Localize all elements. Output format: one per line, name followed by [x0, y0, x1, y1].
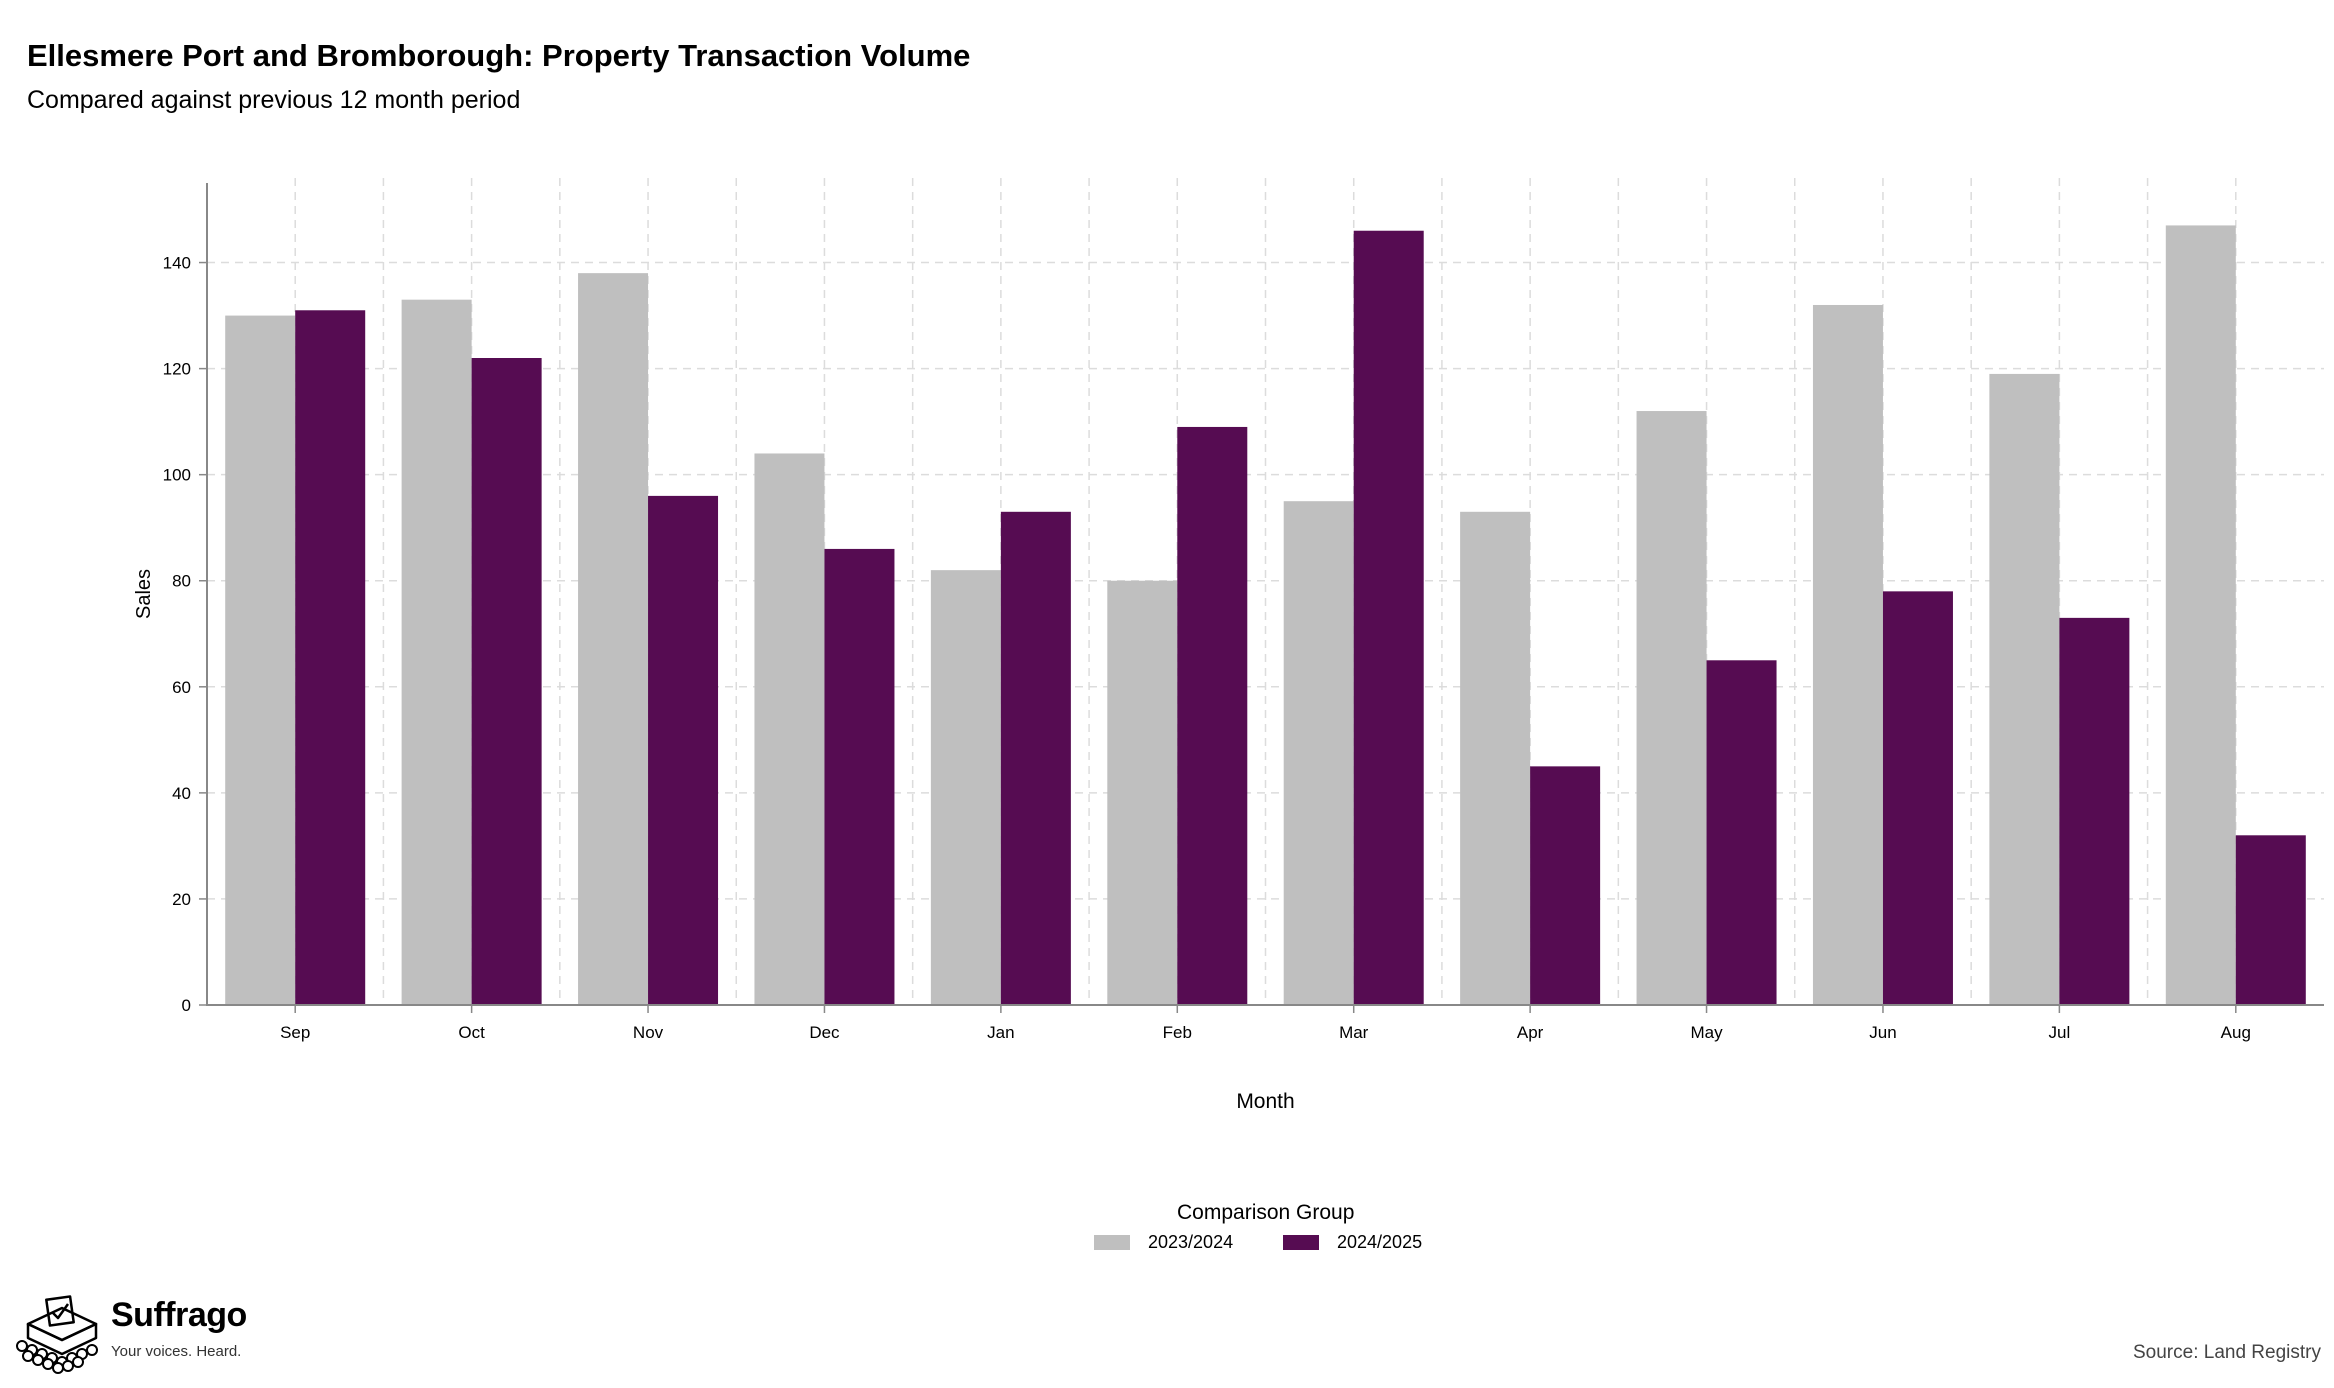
y-tick-label: 80: [172, 572, 191, 591]
bar-2024-2025-apr: [1530, 766, 1601, 1005]
x-axis-title: Month: [1236, 1090, 1294, 1113]
x-tick-label: Feb: [1163, 1023, 1192, 1042]
x-tick-label: May: [1690, 1023, 1723, 1042]
bar-2024-2025-mar: [1353, 230, 1424, 1006]
legend-item-2024-2025: 2024/2025: [1283, 1232, 1422, 1253]
legend-title: Comparison Group: [1177, 1201, 1355, 1224]
x-tick-label: Sep: [280, 1023, 310, 1042]
legend-swatch-2024-2025: [1283, 1235, 1319, 1250]
bar-2023-2024-jun: [1812, 304, 1883, 1005]
x-tick-label: Nov: [633, 1023, 664, 1042]
bar-2023-2024-dec: [754, 453, 825, 1006]
bar-2024-2025-dec: [824, 548, 895, 1005]
x-tick-label: Jan: [987, 1023, 1014, 1042]
x-tick-label: Jun: [1869, 1023, 1896, 1042]
bars: [225, 225, 2306, 1006]
bar-2023-2024-jul: [1989, 373, 2060, 1005]
x-tick-label: Mar: [1339, 1023, 1369, 1042]
x-tick-label: Jul: [2049, 1023, 2071, 1042]
legend-item-2023-2024: 2023/2024: [1094, 1232, 1233, 1253]
bar-2023-2024-nov: [578, 273, 649, 1005]
bar-2023-2024-may: [1636, 411, 1707, 1005]
bar-2024-2025-jul: [2059, 617, 2130, 1005]
x-tick-label: Dec: [809, 1023, 840, 1042]
chart-subtitle: Compared against previous 12 month perio…: [27, 86, 521, 114]
bar-2023-2024-oct: [401, 299, 472, 1005]
y-tick-label: 100: [163, 466, 191, 485]
bar-2024-2025-feb: [1177, 426, 1248, 1006]
brand-name: Suffrago: [111, 1296, 247, 1334]
bar-2024-2025-jun: [1882, 591, 1953, 1005]
bar-2023-2024-feb: [1107, 580, 1178, 1005]
bar-2023-2024-apr: [1460, 511, 1531, 1005]
y-tick-label: 120: [163, 360, 191, 379]
x-tick-label: Aug: [2221, 1023, 2251, 1042]
y-tick-label: 20: [172, 890, 191, 909]
legend-swatch-2023-2024: [1094, 1235, 1130, 1250]
y-tick-label: 140: [163, 254, 191, 273]
chart-title: Ellesmere Port and Bromborough: Property…: [27, 38, 971, 73]
bar-2023-2024-mar: [1283, 501, 1354, 1005]
bar-2023-2024-aug: [2165, 225, 2236, 1006]
y-tick-label: 0: [182, 996, 191, 1015]
bar-2024-2025-may: [1706, 660, 1777, 1005]
x-tick-label: Apr: [1517, 1023, 1544, 1042]
x-tick-label: Oct: [458, 1023, 485, 1042]
ballot-box-logo-icon: [16, 1295, 98, 1374]
bar-2024-2025-oct: [471, 358, 542, 1005]
legend-label-2023-2024: 2023/2024: [1148, 1232, 1234, 1252]
bar-2024-2025-sep: [295, 310, 366, 1005]
y-tick-label: 60: [172, 678, 191, 697]
bar-2023-2024-jan: [930, 570, 1001, 1005]
bar-2024-2025-nov: [648, 495, 719, 1005]
y-axis-title: Sales: [133, 569, 155, 619]
bar-2023-2024-sep: [225, 315, 296, 1005]
source-note: Source: Land Registry: [2133, 1342, 2321, 1363]
bar-2024-2025-jan: [1000, 511, 1071, 1005]
legend-label-2024-2025: 2024/2025: [1337, 1232, 1423, 1252]
bar-2024-2025-aug: [2235, 835, 2306, 1005]
tick-labels: 0 20 40 60 80 100 120 140 Sep Oct Nov Dec Jan Feb Mar A…: [133, 254, 2251, 1113]
y-tick-label: 40: [172, 784, 191, 803]
brand-tagline: Your voices. Heard.: [111, 1343, 242, 1360]
axes: [199, 183, 2324, 1013]
